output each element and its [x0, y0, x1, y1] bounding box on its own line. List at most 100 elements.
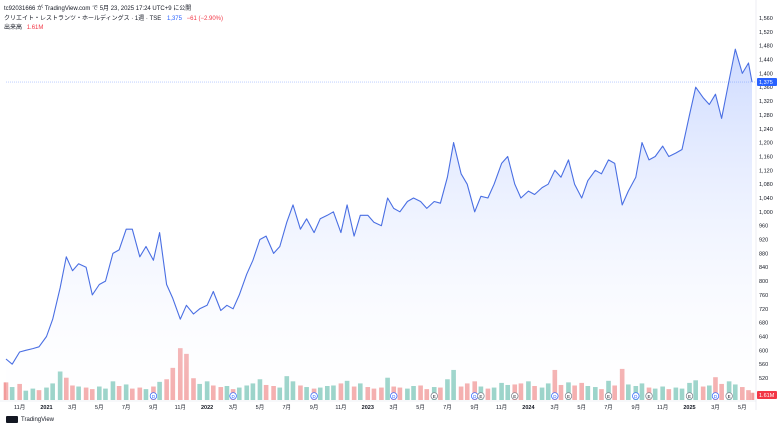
event-marker-label: E — [567, 394, 570, 399]
event-marker-label: D — [231, 394, 235, 399]
event-marker-label: D — [714, 394, 718, 399]
x-tick-label: 7月 — [122, 404, 131, 411]
y-tick-label: 880 — [759, 251, 768, 257]
event-marker-label: D — [312, 394, 316, 399]
x-tick-label: 5月 — [577, 404, 586, 411]
event-marker — [511, 392, 519, 400]
event-marker — [645, 392, 653, 400]
volume-badge-label: 1.61M — [759, 393, 775, 399]
event-marker — [711, 392, 720, 400]
volume-legend: 出来高 1.61M — [4, 22, 43, 31]
event-marker — [310, 392, 318, 400]
symbol-legend: クリエイト・レストランツ・ホールディングス · 1週 · TSE 1,375 −… — [4, 13, 223, 22]
event-marker — [632, 392, 640, 400]
y-tick-label: 1,520 — [759, 30, 773, 36]
symbol-title: クリエイト・レストランツ・ホールディングス · 1週 · TSE — [4, 16, 162, 22]
x-tick-label: 11月 — [496, 404, 507, 411]
y-tick-label: 1,560 — [759, 16, 773, 22]
y-tick-label: 840 — [759, 265, 768, 271]
x-tick-label: 2024 — [522, 405, 535, 411]
event-marker-label: D — [392, 394, 396, 399]
x-tick-label: 7月 — [283, 404, 292, 411]
event-marker — [229, 392, 237, 400]
x-tick-label: 9月 — [632, 404, 641, 411]
event-marker-label: D — [634, 394, 638, 399]
event-marker-label: D — [553, 394, 557, 399]
y-tick-label: 680 — [759, 321, 768, 327]
x-tick-label: 2023 — [362, 405, 374, 411]
event-marker-label: E — [728, 394, 731, 399]
x-tick-label: 7月 — [443, 404, 452, 411]
y-tick-label: 800 — [759, 279, 768, 285]
volume-label: 出来高 — [4, 25, 23, 31]
y-tick-label: 760 — [759, 293, 768, 299]
x-tick-label: 2025 — [683, 405, 695, 411]
x-tick-label: 2021 — [40, 405, 52, 411]
x-tick-label: 5月 — [738, 404, 747, 411]
y-tick-label: 520 — [759, 376, 768, 382]
event-marker — [430, 392, 438, 400]
event-marker-label: D — [473, 394, 477, 399]
event-marker — [149, 392, 158, 400]
y-tick-label: 1,120 — [759, 168, 773, 174]
y-tick-label: 1,000 — [759, 210, 773, 216]
y-tick-label: 1,360 — [759, 85, 773, 91]
x-tick-label: 11月 — [175, 404, 186, 411]
published-line: tc92031666 が TradingView.com で 5月 23, 20… — [4, 6, 192, 12]
y-tick-label: 1,480 — [759, 44, 773, 50]
y-tick-label: 600 — [759, 348, 768, 354]
x-tick-label: 11月 — [14, 404, 25, 411]
y-tick-label: 1,440 — [759, 58, 773, 64]
event-marker — [604, 392, 613, 400]
x-tick-label: 7月 — [604, 404, 613, 411]
x-tick-label: 3月 — [68, 404, 77, 411]
event-marker — [685, 392, 694, 400]
event-marker-label: E — [648, 394, 651, 399]
y-tick-label: 1,400 — [759, 71, 773, 77]
x-tick-label: 3月 — [711, 404, 720, 411]
event-marker — [477, 392, 485, 400]
y-tick-label: 960 — [759, 224, 768, 230]
current-price-label: 1,375 — [759, 80, 773, 86]
event-marker — [551, 392, 559, 400]
volume-badge — [757, 391, 777, 399]
x-tick-label: 5月 — [256, 404, 265, 411]
brand-text: TradingView — [21, 416, 55, 423]
y-tick-label: 1,160 — [759, 154, 773, 160]
x-tick-label: 2022 — [201, 405, 213, 411]
volume-value: 1.61M — [26, 25, 44, 31]
event-marker-label: D — [152, 394, 156, 399]
current-price-badge — [757, 78, 777, 87]
event-marker — [390, 392, 398, 400]
y-tick-label: 1,240 — [759, 127, 773, 133]
y-tick-label: 1,040 — [759, 196, 773, 202]
x-tick-label: 9月 — [470, 404, 479, 411]
x-tick-label: 5月 — [416, 404, 425, 411]
event-marker-label: E — [607, 394, 610, 399]
y-tick-label: 920 — [759, 238, 768, 244]
event-marker — [564, 392, 573, 400]
event-marker — [725, 392, 733, 400]
y-tick-label: 1,320 — [759, 99, 773, 105]
legend-change: −61 (−2.90%) — [186, 16, 223, 22]
legend-price: 1,375 — [166, 16, 182, 22]
x-tick-label: 11月 — [335, 404, 346, 411]
tradingview-footer: TradingView — [6, 416, 54, 423]
x-tick-label: 3月 — [229, 404, 238, 411]
event-marker-label: E — [688, 394, 691, 399]
y-tick-label: 1,080 — [759, 182, 773, 188]
y-tick-label: 1,280 — [759, 113, 773, 119]
event-marker-label: E — [479, 394, 482, 399]
x-tick-label: 9月 — [310, 404, 319, 411]
x-tick-label: 9月 — [149, 404, 158, 411]
event-marker-label: E — [513, 394, 516, 399]
x-tick-label: 5月 — [95, 404, 104, 411]
event-marker-label: E — [433, 394, 436, 399]
x-tick-label: 11月 — [657, 404, 668, 411]
x-tick-label: 3月 — [389, 404, 398, 411]
x-tick-label: 3月 — [551, 404, 560, 411]
y-tick-label: 640 — [759, 334, 768, 340]
y-tick-label: 720 — [759, 307, 768, 313]
y-tick-label: 1,200 — [759, 141, 773, 147]
